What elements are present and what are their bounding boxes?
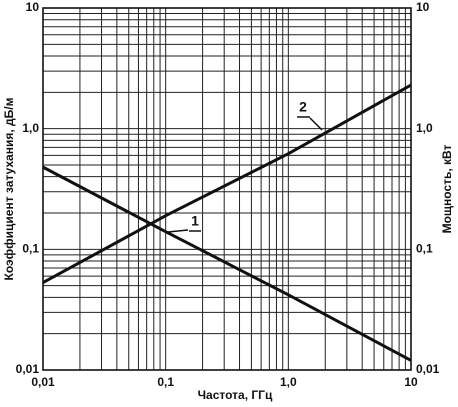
x-tick-label: 10 [404,375,418,389]
y-tick-label: 10 [26,0,40,14]
y2-tick-label: 1,0 [416,121,433,135]
x-tick-label: 1,0 [280,375,297,389]
y-tick-label: 0,1 [22,242,39,256]
y2-tick-label: 0,1 [416,242,433,256]
y2-tick-label: 0,01 [416,362,440,376]
y2-axis-label: Мощность, кВт [440,144,454,233]
x-tick-label: 0,1 [157,375,174,389]
x-tick-label: 0,01 [31,375,55,389]
series-label: 1 [191,213,199,229]
series-line [42,83,412,284]
y-tick-label: 1,0 [22,121,39,135]
label-leader [309,117,323,131]
x-axis-label: Частота, ГГц [198,388,273,402]
y-axis-label: Коэффициент затухания, дБ/м [2,97,16,280]
plot-frame [42,7,412,371]
y-tick-label: 0,01 [16,362,40,376]
series-label: 2 [299,99,307,115]
series-line [42,165,412,362]
y2-tick-label: 10 [416,0,430,14]
label-leader [167,229,189,233]
